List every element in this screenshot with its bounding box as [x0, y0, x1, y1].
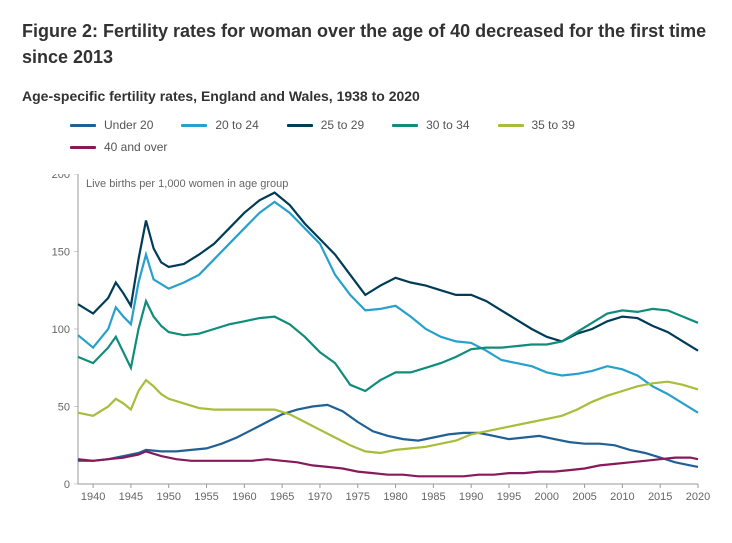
- svg-text:200: 200: [52, 174, 70, 181]
- x-tick: 2000: [535, 484, 559, 503]
- legend-item: Under 20: [70, 118, 153, 132]
- legend-swatch: [70, 124, 96, 127]
- svg-text:1960: 1960: [232, 491, 256, 503]
- x-tick: 1965: [270, 484, 294, 503]
- x-tick: 2005: [572, 484, 596, 503]
- legend-label: 20 to 24: [215, 118, 258, 132]
- x-tick: 1945: [119, 484, 143, 503]
- svg-text:150: 150: [52, 247, 70, 259]
- svg-text:1980: 1980: [383, 491, 407, 503]
- series-line: [78, 380, 698, 453]
- x-tick: 1995: [497, 484, 521, 503]
- svg-text:2015: 2015: [648, 491, 672, 503]
- line-chart: 0 50 100 150 200 1940 1945 1950 1955 1960 1965 1970…: [22, 174, 710, 514]
- svg-text:1970: 1970: [308, 491, 332, 503]
- svg-text:1990: 1990: [459, 491, 483, 503]
- legend-item: 30 to 34: [392, 118, 469, 132]
- svg-text:1955: 1955: [194, 491, 218, 503]
- svg-text:50: 50: [58, 402, 70, 414]
- legend-swatch: [392, 124, 418, 127]
- series-line: [78, 202, 698, 413]
- series-line: [78, 452, 698, 477]
- y-tick: 100: [52, 324, 78, 336]
- legend-swatch: [181, 124, 207, 127]
- series-line: [78, 193, 698, 351]
- x-tick: 1990: [459, 484, 483, 503]
- x-tick: 1980: [383, 484, 407, 503]
- chart-area: Live births per 1,000 women in age group…: [22, 174, 710, 514]
- svg-text:1995: 1995: [497, 491, 521, 503]
- legend-label: Under 20: [104, 118, 153, 132]
- legend-swatch: [498, 124, 524, 127]
- legend-item: 20 to 24: [181, 118, 258, 132]
- yaxis-note: Live births per 1,000 women in age group: [86, 178, 288, 190]
- x-tick: 1950: [156, 484, 180, 503]
- legend-item: 35 to 39: [498, 118, 575, 132]
- legend: Under 20 20 to 24 25 to 29 30 to 34 35 to 39…: [22, 118, 710, 162]
- figure-subtitle: Age-specific fertility rates, England an…: [22, 88, 710, 104]
- legend-swatch: [287, 124, 313, 127]
- svg-text:2020: 2020: [686, 491, 710, 503]
- x-tick: 2020: [686, 484, 710, 503]
- legend-item: 25 to 29: [287, 118, 364, 132]
- svg-text:1950: 1950: [156, 491, 180, 503]
- legend-label: 35 to 39: [532, 118, 575, 132]
- x-tick: 2015: [648, 484, 672, 503]
- legend-label: 30 to 34: [426, 118, 469, 132]
- svg-text:1975: 1975: [346, 491, 370, 503]
- y-tick: 150: [52, 247, 78, 259]
- svg-text:1945: 1945: [119, 491, 143, 503]
- legend-item: 40 and over: [70, 140, 167, 154]
- x-tick: 1970: [308, 484, 332, 503]
- y-tick: 200: [52, 174, 78, 181]
- x-tick: 1940: [81, 484, 105, 503]
- svg-text:2000: 2000: [535, 491, 559, 503]
- x-tick: 1985: [421, 484, 445, 503]
- figure-title: Figure 2: Fertility rates for woman over…: [22, 18, 710, 70]
- svg-text:2005: 2005: [572, 491, 596, 503]
- svg-text:1940: 1940: [81, 491, 105, 503]
- legend-label: 40 and over: [104, 140, 167, 154]
- x-tick: 1975: [346, 484, 370, 503]
- svg-text:100: 100: [52, 324, 70, 336]
- y-tick: 0: [64, 479, 78, 491]
- x-tick: 1960: [232, 484, 256, 503]
- svg-text:1985: 1985: [421, 491, 445, 503]
- y-tick: 50: [58, 402, 78, 414]
- svg-text:2010: 2010: [610, 491, 634, 503]
- series-line: [78, 301, 698, 391]
- legend-swatch: [70, 146, 96, 149]
- x-tick: 2010: [610, 484, 634, 503]
- x-tick: 1955: [194, 484, 218, 503]
- svg-text:1965: 1965: [270, 491, 294, 503]
- legend-label: 25 to 29: [321, 118, 364, 132]
- svg-text:0: 0: [64, 479, 70, 491]
